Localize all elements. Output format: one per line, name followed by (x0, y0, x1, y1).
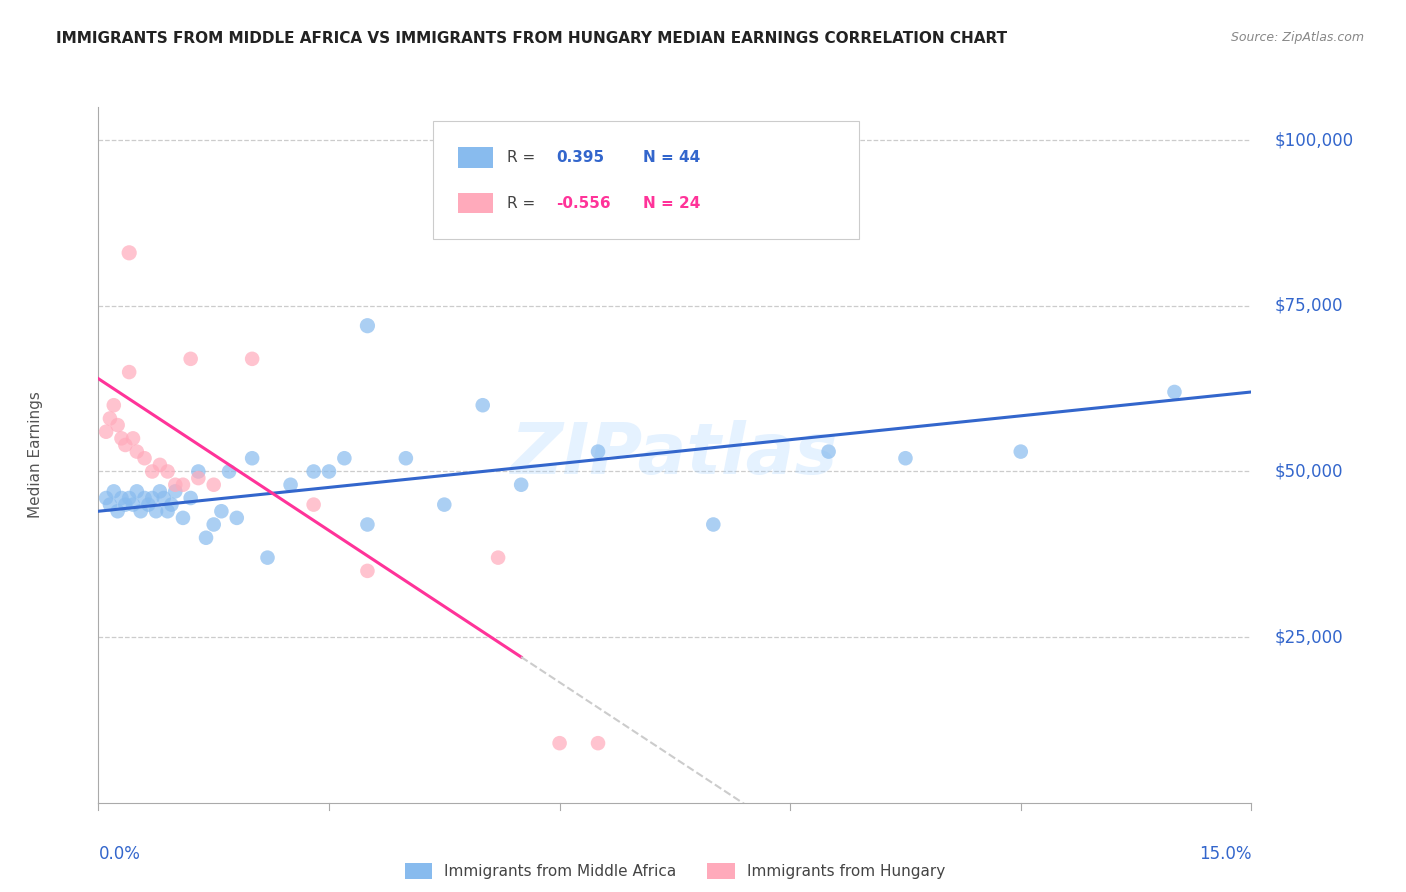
Text: R =: R = (506, 150, 540, 165)
Point (433, 498, 456, 512)
Point (218, 465, 240, 479)
Point (118, 365, 141, 379)
Point (209, 504, 232, 518)
Point (302, 465, 325, 479)
Point (165, 477, 187, 491)
Point (145, 504, 167, 518)
Point (98, 498, 121, 512)
Point (202, 517, 225, 532)
Point (486, 550, 509, 565)
Text: 0.395: 0.395 (557, 150, 605, 165)
Point (471, 398, 494, 412)
Point (94, 491, 117, 505)
Text: $75,000: $75,000 (1274, 297, 1343, 315)
Point (149, 484, 172, 499)
Point (122, 498, 145, 512)
Text: N = 24: N = 24 (643, 195, 700, 211)
Point (165, 484, 187, 499)
Point (586, 736, 609, 750)
Point (149, 458, 172, 472)
Point (280, 477, 302, 491)
Point (894, 451, 917, 466)
Point (141, 491, 163, 505)
Point (510, 477, 533, 491)
Point (356, 517, 378, 532)
Point (240, 351, 263, 366)
Point (702, 517, 724, 532)
Point (225, 511, 247, 525)
Text: IMMIGRANTS FROM MIDDLE AFRICA VS IMMIGRANTS FROM HUNGARY MEDIAN EARNINGS CORRELA: IMMIGRANTS FROM MIDDLE AFRICA VS IMMIGRA… (56, 31, 1007, 46)
Text: Source: ZipAtlas.com: Source: ZipAtlas.com (1230, 31, 1364, 45)
Point (180, 351, 202, 366)
Point (302, 498, 325, 512)
Point (103, 398, 125, 412)
Point (586, 444, 609, 458)
Text: 15.0%: 15.0% (1199, 845, 1251, 863)
Point (1163, 384, 1185, 399)
Point (114, 438, 136, 452)
Point (94, 425, 117, 439)
Text: 0.0%: 0.0% (98, 845, 141, 863)
Bar (458, 146, 492, 168)
Text: -0.556: -0.556 (557, 195, 610, 211)
Point (138, 498, 160, 512)
Point (156, 504, 179, 518)
Point (356, 318, 378, 333)
Point (98, 411, 121, 425)
Point (240, 451, 263, 466)
Point (333, 451, 356, 466)
Text: $100,000: $100,000 (1274, 131, 1354, 149)
Point (114, 498, 136, 512)
Point (110, 491, 132, 505)
Point (356, 564, 378, 578)
Point (180, 491, 202, 505)
Point (256, 550, 278, 565)
Point (118, 245, 141, 260)
Point (395, 451, 418, 466)
Point (118, 491, 141, 505)
Text: R =: R = (506, 195, 540, 211)
Text: ZIPatlas: ZIPatlas (512, 420, 838, 490)
Text: $25,000: $25,000 (1274, 628, 1343, 646)
Text: N = 44: N = 44 (643, 150, 700, 165)
Text: $50,000: $50,000 (1274, 462, 1343, 481)
Point (103, 484, 125, 499)
Point (195, 531, 218, 545)
Point (202, 477, 225, 491)
Point (107, 504, 129, 518)
Legend: Immigrants from Middle Africa, Immigrants from Hungary: Immigrants from Middle Africa, Immigrant… (398, 856, 952, 886)
Point (122, 431, 145, 445)
Point (125, 444, 148, 458)
Point (1010, 444, 1032, 458)
Point (129, 504, 152, 518)
Point (107, 418, 129, 433)
Point (172, 477, 194, 491)
Point (156, 465, 179, 479)
Point (172, 511, 194, 525)
FancyBboxPatch shape (433, 121, 859, 239)
Point (548, 736, 571, 750)
Point (152, 491, 174, 505)
Point (160, 498, 183, 512)
Bar (458, 193, 492, 213)
Point (318, 465, 340, 479)
Point (134, 491, 156, 505)
Point (134, 451, 156, 466)
Point (110, 431, 132, 445)
Point (141, 465, 163, 479)
Point (187, 471, 209, 485)
Point (817, 444, 839, 458)
Text: Median Earnings: Median Earnings (28, 392, 42, 518)
Point (125, 484, 148, 499)
Point (187, 465, 209, 479)
